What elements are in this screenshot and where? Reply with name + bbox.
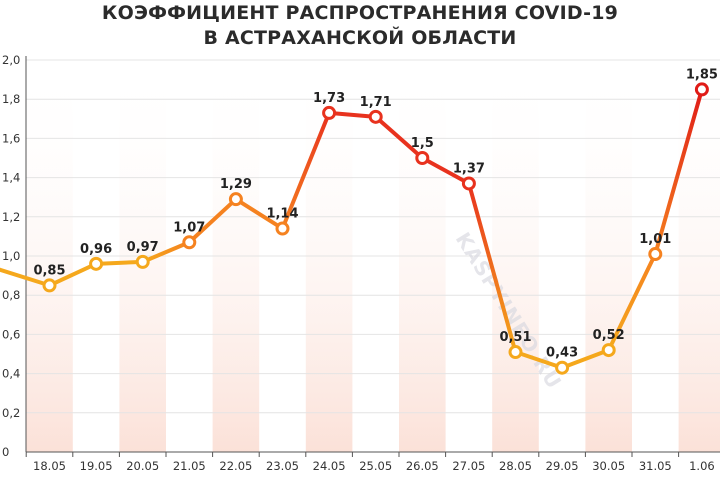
data-label: 1,37 (453, 161, 485, 176)
line-segment (140, 240, 192, 264)
series-line (0, 87, 704, 370)
y-tick-label: 0,4 (2, 367, 20, 381)
line-segment (373, 114, 425, 160)
y-tick-label: 0,8 (2, 288, 20, 302)
data-label: 0,43 (546, 346, 578, 361)
line-segment (653, 87, 704, 257)
data-point (694, 82, 709, 97)
data-label: 1,85 (686, 67, 718, 82)
data-labels: 0,85 0,96 0,97 1,07 1,29 1,14 1,73 1,71 1,5 1,37 0… (33, 67, 717, 360)
data-point (182, 235, 197, 250)
data-point (368, 109, 383, 124)
data-point (508, 345, 523, 360)
data-points (42, 82, 709, 375)
x-tick-label: 22.05 (219, 459, 252, 473)
line-segment (327, 110, 378, 119)
line-segment (187, 197, 238, 245)
data-point (275, 221, 290, 236)
gridlines (26, 59, 720, 414)
data-label: 1,29 (220, 177, 252, 192)
x-tick-label: 31.05 (639, 459, 672, 473)
line-segment (233, 197, 285, 231)
data-point (415, 151, 430, 165)
data-point (461, 176, 476, 191)
x-tick-label: 28.05 (499, 459, 532, 473)
data-label: 0,85 (33, 263, 65, 278)
x-tick-label: 29.05 (546, 459, 579, 473)
data-label: 1,01 (639, 232, 671, 247)
data-point (648, 247, 663, 262)
x-tick-label: 26.05 (406, 459, 439, 473)
data-point (89, 256, 104, 271)
chart-title: КОЭФФИЦИЕНТ РАСПРОСТРАНЕНИЯ COVID-19 (101, 2, 619, 24)
line-segment (280, 110, 332, 231)
line-segment (47, 261, 99, 288)
x-tick-label: 20.05 (126, 459, 159, 473)
line-segment (94, 259, 145, 266)
x-tick-label: 25.05 (359, 459, 392, 473)
x-tick-label: 21.05 (173, 459, 206, 473)
y-tick-label: 0 (2, 445, 9, 459)
data-label: 0,96 (80, 242, 112, 257)
data-point (42, 278, 57, 293)
x-axis: 18.05 19.05 20.05 21.05 22.05 23.05 24.05 25.05… (25, 451, 720, 473)
x-tick-label: 30.05 (592, 459, 625, 473)
line-segment (0, 267, 52, 288)
data-label: 1,07 (173, 220, 205, 235)
y-tick-label: 1,4 (2, 171, 20, 185)
x-tick-label: 1.06 (689, 459, 715, 473)
data-label: 1,5 (411, 136, 434, 151)
data-label: 1,73 (313, 91, 345, 106)
y-tick-label: 2,0 (2, 53, 20, 67)
y-axis: 0 0,2 0,4 0,6 0,8 1,0 1,2 1,4 1,6 1,8 2,0 (2, 53, 27, 459)
data-label: 0,97 (127, 240, 159, 255)
line-segment (606, 252, 658, 353)
chart-subtitle: В АСТРАХАНСКОЙ ОБЛАСТИ (203, 27, 517, 49)
data-point (228, 192, 243, 207)
x-tick-label: 18.05 (33, 459, 66, 473)
x-tick-label: 24.05 (313, 459, 346, 473)
data-label: 0,51 (499, 330, 531, 345)
line-segment (420, 156, 471, 186)
data-point (322, 105, 337, 120)
data-point (601, 343, 616, 358)
data-label: 1,14 (266, 207, 298, 222)
data-label: 0,52 (593, 328, 625, 343)
data-point (555, 360, 570, 375)
line-segment (466, 181, 518, 355)
y-tick-label: 0,2 (2, 406, 20, 420)
x-tick-label: 19.05 (80, 459, 113, 473)
x-tick-label: 23.05 (266, 459, 299, 473)
data-label: 1,71 (360, 95, 392, 110)
y-tick-label: 0,6 (2, 327, 20, 341)
x-tick-label: 27.05 (452, 459, 485, 473)
data-point (135, 254, 150, 269)
line-segment (513, 350, 565, 370)
y-tick-label: 1,8 (2, 92, 20, 106)
y-tick-label: 1,6 (2, 131, 20, 145)
y-tick-label: 1,0 (2, 249, 20, 263)
line-segment (560, 348, 611, 370)
y-tick-label: 1,2 (2, 210, 20, 224)
